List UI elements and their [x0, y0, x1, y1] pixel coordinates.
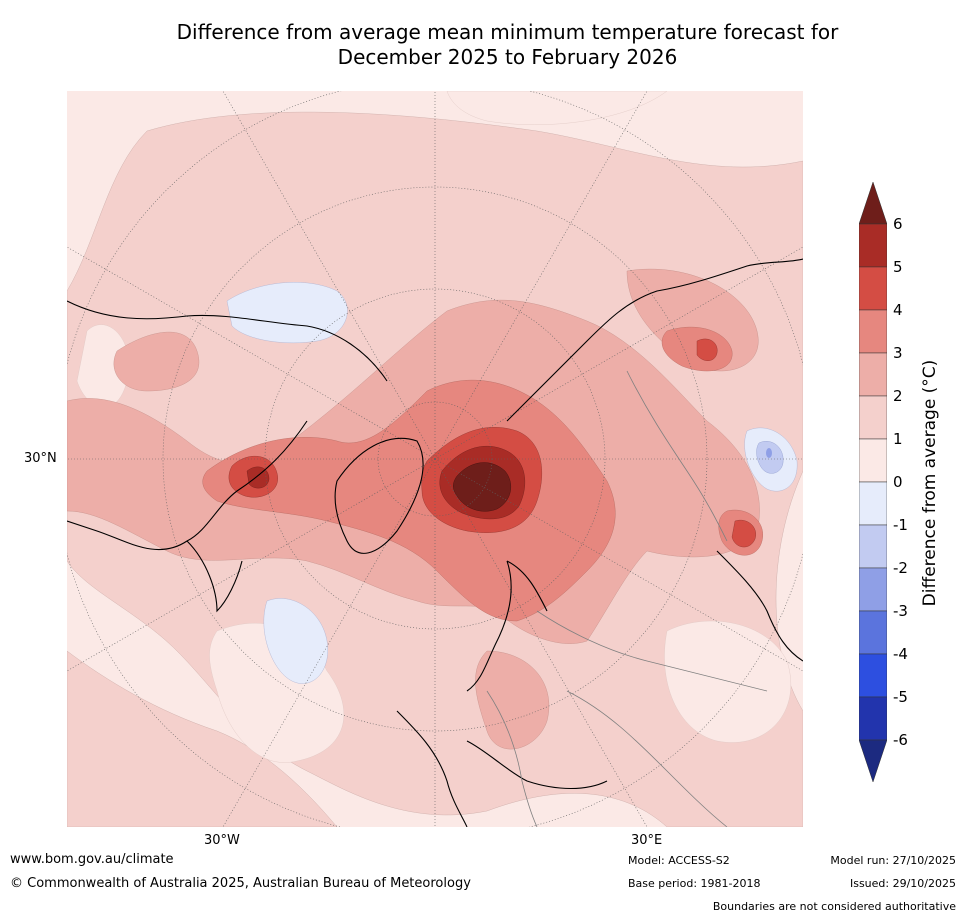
- colorbar-graphic: [858, 181, 888, 783]
- colorbar-bottom-arrow: [858, 739, 888, 783]
- colorbar-segment: [858, 696, 888, 741]
- lat-label-30n: 30°N: [24, 451, 57, 466]
- coast-greenland: [334, 437, 424, 554]
- colorbar: [858, 181, 888, 783]
- colorbar-tick-label: -4: [893, 645, 908, 663]
- anomaly-band-neg-2-3: [766, 448, 772, 458]
- colorbar-tick-label: 1: [893, 430, 903, 448]
- footer-base-period: Base period: 1981-2018: [628, 877, 761, 890]
- footer-issued: Issued: 29/10/2025: [849, 877, 956, 890]
- colorbar-segment: [858, 524, 888, 569]
- colorbar-segment: [858, 610, 888, 655]
- coast-eurasia-north: [506, 258, 803, 422]
- country-borders: [486, 370, 768, 827]
- colorbar-segment: [858, 395, 888, 440]
- colorbar-title: Difference from average (°C): [920, 359, 940, 607]
- map-panel: [67, 91, 803, 827]
- lon-label-30w: 30°W: [204, 833, 240, 848]
- title-line-1: Difference from average mean minimum tem…: [176, 20, 839, 44]
- colorbar-segment: [858, 481, 888, 526]
- footer-model-run: Model run: 27/10/2025: [830, 854, 956, 867]
- colorbar-tick-label: 0: [893, 473, 903, 491]
- colorbar-segment: [858, 266, 888, 311]
- colorbar-tick-label: 4: [893, 301, 903, 319]
- coast-hudson-bay: [186, 540, 243, 613]
- colorbar-segment: [858, 223, 888, 268]
- footer-website: www.bom.gov.au/climate: [10, 852, 174, 867]
- footer-disclaimer: Boundaries are not considered authoritat…: [712, 900, 956, 913]
- colorbar-top-arrow: [858, 181, 888, 225]
- colorbar-tick-label: -3: [893, 602, 908, 620]
- title-line-2: December 2025 to February 2026: [337, 45, 678, 69]
- colorbar-tick-label: 3: [893, 344, 903, 362]
- coastlines: [67, 258, 803, 827]
- coast-east-asia: [716, 550, 803, 662]
- colorbar-tick-label: -2: [893, 559, 908, 577]
- coast-europe: [396, 710, 608, 827]
- colorbar-tick-label: 6: [893, 215, 903, 233]
- colorbar-tick-label: -5: [893, 688, 908, 706]
- colorbar-segment: [858, 567, 888, 612]
- colorbar-segment: [858, 653, 888, 698]
- coast-north-america: [67, 300, 388, 551]
- chart-title: Difference from average mean minimum tem…: [40, 20, 965, 70]
- colorbar-segment: [858, 352, 888, 397]
- colorbar-tick-label: 2: [893, 387, 903, 405]
- colorbar-tick-label: 5: [893, 258, 903, 276]
- temperature-anomaly-map: [67, 91, 803, 827]
- colorbar-segment: [858, 438, 888, 483]
- lon-label-30e: 30°E: [631, 833, 663, 848]
- coast-scandinavia: [466, 560, 548, 692]
- colorbar-segment: [858, 309, 888, 354]
- colorbar-tick-label: -1: [893, 516, 908, 534]
- footer-copyright: © Commonwealth of Australia 2025, Austra…: [10, 876, 471, 891]
- graticule: [67, 91, 803, 827]
- colorbar-tick-label: -6: [893, 731, 908, 749]
- anomaly-band-6-plus: [453, 462, 512, 512]
- footer-model: Model: ACCESS-S2: [628, 854, 730, 867]
